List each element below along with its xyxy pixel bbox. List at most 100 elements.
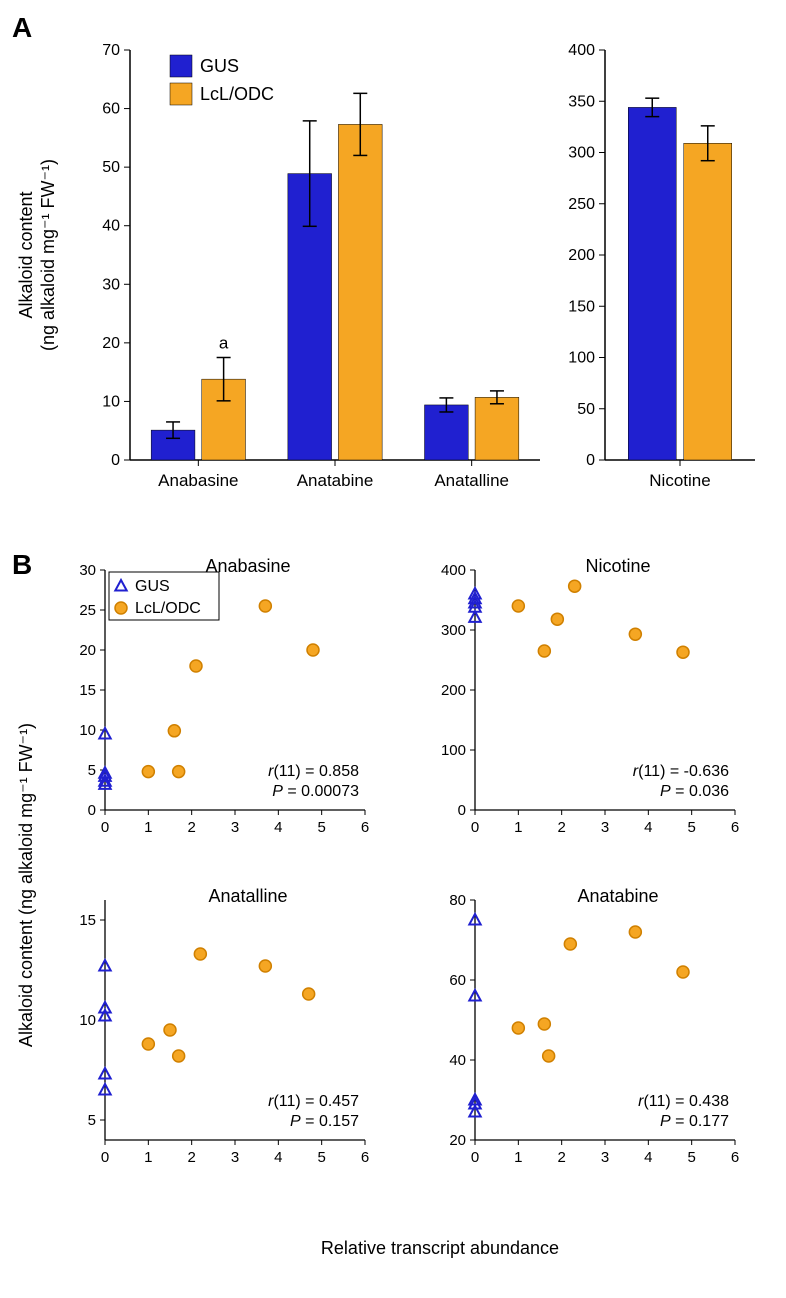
svg-text:5: 5 bbox=[687, 819, 695, 836]
svg-text:6: 6 bbox=[361, 819, 369, 836]
svg-text:P = 0.177: P = 0.177 bbox=[660, 1113, 729, 1130]
svg-text:6: 6 bbox=[731, 1149, 739, 1166]
svg-text:25: 25 bbox=[79, 602, 96, 619]
svg-text:50: 50 bbox=[577, 401, 595, 418]
svg-text:4: 4 bbox=[274, 1149, 282, 1166]
lcl-point bbox=[543, 1050, 555, 1062]
svg-text:100: 100 bbox=[568, 350, 595, 367]
svg-text:P = 0.00073: P = 0.00073 bbox=[272, 783, 359, 800]
svg-text:40: 40 bbox=[449, 1052, 466, 1069]
svg-text:2: 2 bbox=[557, 819, 565, 836]
svg-text:LcL/ODC: LcL/ODC bbox=[200, 84, 274, 104]
svg-text:400: 400 bbox=[568, 42, 595, 59]
lcl-point bbox=[194, 948, 206, 960]
svg-text:4: 4 bbox=[644, 819, 652, 836]
svg-text:LcL/ODC: LcL/ODC bbox=[135, 600, 201, 617]
panel-b-svg: 0510152025300123456Anabasiner(11) = 0.85… bbox=[10, 530, 776, 1280]
svg-text:a: a bbox=[219, 334, 229, 353]
lcl-point bbox=[173, 1050, 185, 1062]
svg-text:1: 1 bbox=[144, 1149, 152, 1166]
svg-text:Anatalline: Anatalline bbox=[434, 471, 509, 490]
lcl-point bbox=[307, 644, 319, 656]
svg-text:10: 10 bbox=[79, 722, 96, 739]
svg-text:0: 0 bbox=[88, 802, 96, 819]
svg-text:Anatabine: Anatabine bbox=[577, 886, 658, 906]
svg-text:Alkaloid content (ng alkaloid: Alkaloid content (ng alkaloid mg⁻¹ FW⁻¹) bbox=[16, 723, 36, 1047]
lcl-point bbox=[142, 766, 154, 778]
svg-text:300: 300 bbox=[441, 622, 466, 639]
svg-text:250: 250 bbox=[568, 196, 595, 213]
svg-text:1: 1 bbox=[514, 819, 522, 836]
lcl-point bbox=[538, 1018, 550, 1030]
svg-text:3: 3 bbox=[231, 1149, 239, 1166]
svg-text:40: 40 bbox=[102, 218, 120, 235]
svg-text:5: 5 bbox=[88, 1112, 96, 1129]
svg-text:Anabasine: Anabasine bbox=[158, 471, 238, 490]
lcl-point bbox=[551, 613, 563, 625]
svg-text:10: 10 bbox=[102, 393, 120, 410]
svg-text:5: 5 bbox=[88, 762, 96, 779]
svg-text:6: 6 bbox=[361, 1149, 369, 1166]
panel-b-label: B bbox=[12, 549, 32, 581]
figure-container: A 010203040506070AnabasineAnatabineAnata… bbox=[10, 10, 786, 1280]
svg-text:0: 0 bbox=[586, 452, 595, 469]
svg-text:Relative transcript abundance: Relative transcript abundance bbox=[321, 1238, 559, 1258]
panel-a-svg: 010203040506070AnabasineAnatabineAnatall… bbox=[10, 10, 776, 530]
lcl-point bbox=[629, 628, 641, 640]
lcl-point bbox=[677, 646, 689, 658]
bar bbox=[475, 397, 519, 460]
svg-text:3: 3 bbox=[601, 1149, 609, 1166]
svg-text:GUS: GUS bbox=[200, 56, 239, 76]
svg-text:200: 200 bbox=[441, 682, 466, 699]
lcl-point bbox=[303, 988, 315, 1000]
svg-text:0: 0 bbox=[458, 802, 466, 819]
svg-text:70: 70 bbox=[102, 42, 120, 59]
svg-text:6: 6 bbox=[731, 819, 739, 836]
svg-text:0: 0 bbox=[471, 1149, 479, 1166]
svg-text:2: 2 bbox=[187, 1149, 195, 1166]
svg-text:2: 2 bbox=[557, 1149, 565, 1166]
svg-text:400: 400 bbox=[441, 562, 466, 579]
svg-text:3: 3 bbox=[601, 819, 609, 836]
svg-text:1: 1 bbox=[514, 1149, 522, 1166]
lcl-point bbox=[259, 600, 271, 612]
svg-text:100: 100 bbox=[441, 742, 466, 759]
svg-text:r(11) = 0.858: r(11) = 0.858 bbox=[268, 763, 359, 780]
lcl-point bbox=[512, 1022, 524, 1034]
lcl-point bbox=[168, 725, 180, 737]
svg-text:P = 0.036: P = 0.036 bbox=[660, 783, 729, 800]
svg-text:0: 0 bbox=[471, 819, 479, 836]
lcl-point bbox=[190, 660, 202, 672]
svg-text:150: 150 bbox=[568, 298, 595, 315]
svg-text:r(11) = -0.636: r(11) = -0.636 bbox=[633, 763, 729, 780]
panel-a-label: A bbox=[12, 12, 32, 44]
lcl-point bbox=[259, 960, 271, 972]
svg-text:20: 20 bbox=[79, 642, 96, 659]
bar bbox=[425, 405, 469, 460]
svg-text:50: 50 bbox=[102, 159, 120, 176]
svg-text:5: 5 bbox=[687, 1149, 695, 1166]
svg-text:5: 5 bbox=[317, 1149, 325, 1166]
svg-text:4: 4 bbox=[274, 819, 282, 836]
svg-text:2: 2 bbox=[187, 819, 195, 836]
svg-text:60: 60 bbox=[449, 972, 466, 989]
svg-text:80: 80 bbox=[449, 892, 466, 909]
svg-text:GUS: GUS bbox=[135, 578, 170, 595]
svg-text:Alkaloid content(ng alkaloid m: Alkaloid content(ng alkaloid mg⁻¹ FW⁻¹) bbox=[16, 159, 58, 351]
svg-text:300: 300 bbox=[568, 145, 595, 162]
lcl-point bbox=[629, 926, 641, 938]
svg-text:350: 350 bbox=[568, 93, 595, 110]
svg-text:0: 0 bbox=[101, 1149, 109, 1166]
svg-text:20: 20 bbox=[449, 1132, 466, 1149]
lcl-point bbox=[173, 766, 185, 778]
svg-text:1: 1 bbox=[144, 819, 152, 836]
svg-text:P = 0.157: P = 0.157 bbox=[290, 1113, 359, 1130]
svg-text:60: 60 bbox=[102, 101, 120, 118]
lcl-point bbox=[538, 645, 550, 657]
svg-text:3: 3 bbox=[231, 819, 239, 836]
svg-text:0: 0 bbox=[101, 819, 109, 836]
svg-text:4: 4 bbox=[644, 1149, 652, 1166]
svg-text:Nicotine: Nicotine bbox=[585, 556, 650, 576]
lcl-point bbox=[677, 966, 689, 978]
svg-text:10: 10 bbox=[79, 1012, 96, 1029]
